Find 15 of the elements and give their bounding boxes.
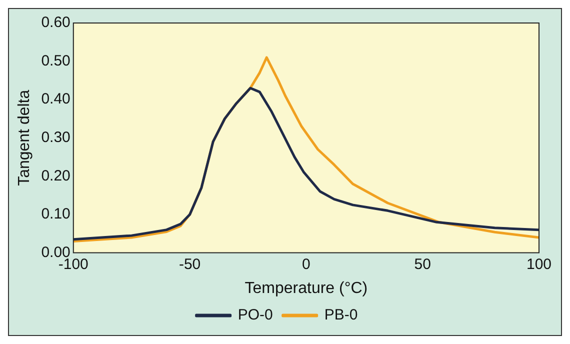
- y-tick-label: 0.50: [41, 52, 70, 70]
- y-tick-label: 0.40: [41, 90, 70, 108]
- legend-label: PO-0: [238, 306, 273, 324]
- x-tick-label: -50: [178, 256, 201, 273]
- legend-label: PB-0: [324, 306, 358, 324]
- x-axis-title: Temperature (°C): [244, 280, 368, 297]
- x-tick-label: 0: [302, 256, 310, 273]
- x-tick-label: 50: [414, 256, 431, 273]
- y-tick-label: 0.30: [41, 129, 70, 146]
- y-tick-label: 0.10: [41, 206, 70, 223]
- y-tick-label: 0.60: [41, 14, 70, 32]
- y-axis-title: Tangent delta: [16, 90, 34, 186]
- x-tick-label: 100: [526, 256, 552, 273]
- x-tick-label: -100: [58, 256, 88, 273]
- y-tick-label: 0.20: [41, 167, 70, 184]
